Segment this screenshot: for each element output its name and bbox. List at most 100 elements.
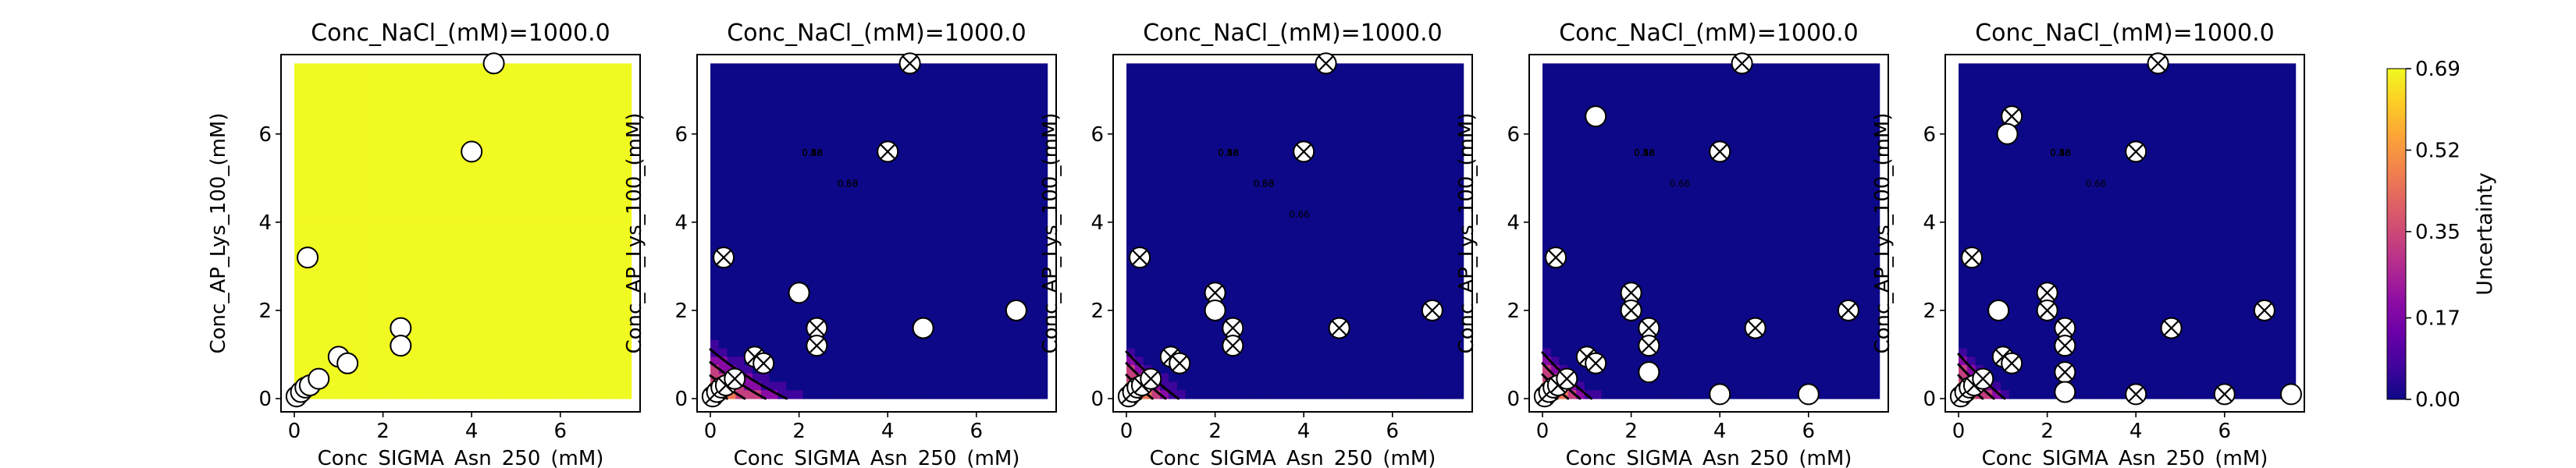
- heatmap-cell: [938, 80, 947, 90]
- heatmap-cell: [404, 130, 413, 140]
- heatmap-cell: [622, 180, 632, 190]
- heatmap-cell: [1329, 289, 1338, 299]
- heatmap-cell: [1038, 231, 1048, 240]
- heatmap-cell: [353, 164, 362, 173]
- heatmap-cell: [1252, 222, 1262, 232]
- heatmap-cell: [862, 356, 871, 366]
- heatmap-cell: [555, 172, 564, 182]
- heatmap-cell: [1454, 356, 1464, 366]
- heatmap-cell: [878, 214, 888, 224]
- heatmap-cell: [429, 130, 439, 140]
- heatmap-cell: [319, 63, 329, 73]
- heatmap-cell: [980, 189, 989, 198]
- heatmap-cell: [479, 180, 489, 190]
- heatmap-cell: [319, 272, 329, 282]
- heatmap-cell: [938, 332, 947, 341]
- heatmap-cell: [996, 113, 1006, 123]
- heatmap-cell: [1269, 256, 1279, 265]
- heatmap-cell: [580, 332, 590, 341]
- heatmap-cell: [589, 172, 599, 182]
- heatmap-cell: [980, 289, 989, 299]
- heatmap-cell: [1379, 138, 1389, 148]
- heatmap-cell: [538, 390, 548, 399]
- heatmap-cell: [1320, 113, 1329, 123]
- heatmap-cell: [988, 239, 998, 249]
- heatmap-cell: [404, 356, 413, 366]
- heatmap-cell: [1320, 180, 1329, 190]
- heatmap-cell: [580, 231, 590, 240]
- heatmap-cell: [1185, 113, 1194, 123]
- heatmap-cell: [336, 214, 346, 224]
- heatmap-cell: [344, 306, 354, 316]
- heatmap-cell: [1194, 239, 1203, 249]
- heatmap-cell: [1286, 298, 1296, 307]
- heatmap-cell: [1429, 113, 1439, 123]
- heatmap-cell: [564, 281, 573, 290]
- heatmap-cell: [980, 339, 989, 349]
- heatmap-cell: [1278, 130, 1287, 140]
- heatmap-cell: [895, 138, 905, 148]
- heatmap-cell: [1303, 222, 1313, 232]
- heatmap-cell: [1269, 348, 1279, 357]
- heatmap-cell: [1421, 281, 1431, 290]
- heatmap-cell: [1370, 214, 1380, 224]
- heatmap-cell: [530, 72, 539, 81]
- heatmap-cell: [597, 239, 607, 249]
- heatmap-cell: [1286, 356, 1296, 366]
- contour-label: 0.66: [1289, 209, 1310, 220]
- heatmap-cell: [319, 197, 329, 207]
- heatmap-cell: [471, 97, 481, 106]
- heatmap-cell: [1022, 155, 1031, 165]
- heatmap-cell: [718, 239, 728, 249]
- heatmap-cell: [454, 373, 464, 383]
- heatmap-cell: [311, 113, 321, 123]
- heatmap-cell: [1438, 88, 1447, 98]
- heatmap-cell: [546, 63, 557, 73]
- heatmap-cell: [744, 231, 753, 240]
- heatmap-cell: [1194, 373, 1203, 383]
- heatmap-cell: [1013, 180, 1023, 190]
- heatmap-cell: [760, 332, 770, 341]
- heatmap-cell: [1438, 138, 1447, 148]
- heatmap-cell: [454, 381, 464, 391]
- heatmap-cell: [1236, 314, 1245, 324]
- heatmap-cell: [479, 72, 489, 81]
- heatmap-cell: [1370, 122, 1380, 131]
- contour-labels: 0.260.400.530.660.660.53: [802, 147, 858, 190]
- heatmap-cell: [1151, 172, 1161, 182]
- heatmap-cell: [1286, 189, 1296, 198]
- heatmap-cell: [1354, 113, 1363, 123]
- heatmap-cell: [606, 88, 615, 98]
- heatmap-cell: [311, 72, 321, 81]
- heatmap-cell: [1151, 239, 1161, 249]
- heatmap-cell: [353, 314, 362, 324]
- heatmap-cell: [752, 332, 762, 341]
- heatmap-cell: [479, 239, 489, 249]
- heatmap-cell: [1370, 205, 1380, 215]
- heatmap-cell: [929, 189, 938, 198]
- heatmap-cell: [1404, 247, 1414, 257]
- heatmap-cell: [1354, 231, 1363, 240]
- heatmap-cell: [328, 105, 337, 115]
- contour-label: 0.66: [802, 147, 823, 158]
- heatmap-cell: [1143, 147, 1153, 157]
- heatmap-cell: [1438, 105, 1447, 115]
- heatmap-cell: [462, 164, 472, 173]
- heatmap-cell: [920, 72, 930, 81]
- heatmap-cell: [946, 239, 955, 249]
- heatmap-cell: [862, 247, 871, 257]
- heatmap-cell: [929, 172, 938, 182]
- heatmap-cell: [710, 332, 720, 341]
- heatmap-cell: [1311, 247, 1321, 257]
- heatmap-cell: [1438, 172, 1447, 182]
- heatmap-cell: [1227, 239, 1236, 249]
- heatmap-cell: [302, 88, 312, 98]
- heatmap-cell: [370, 272, 379, 282]
- heatmap-cell: [954, 138, 964, 148]
- heatmap-cell: [920, 222, 930, 232]
- heatmap-cell: [1412, 356, 1422, 366]
- heatmap-cell: [1286, 289, 1296, 299]
- heatmap-cell: [488, 97, 497, 106]
- heatmap-cell: [1151, 72, 1161, 81]
- heatmap-cell: [1176, 306, 1187, 316]
